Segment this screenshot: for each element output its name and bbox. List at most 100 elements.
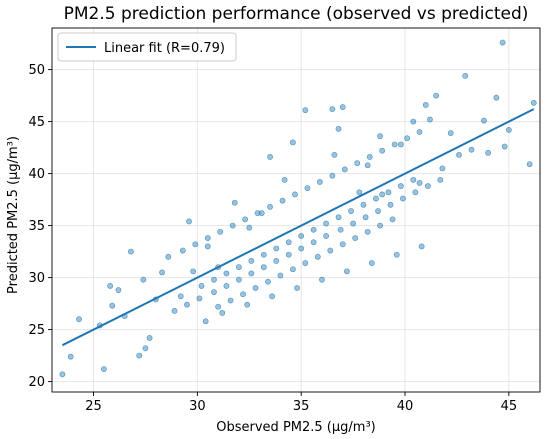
scatter-point xyxy=(352,235,359,241)
scatter-point xyxy=(128,248,134,255)
y-tick-label: 25 xyxy=(28,323,45,338)
scatter-point xyxy=(76,316,82,323)
scatter-point xyxy=(248,258,255,264)
scatter-point xyxy=(109,302,116,309)
y-axis-ticks: 20 25 30 35 40 45 50 xyxy=(28,63,52,390)
scatter-point xyxy=(142,345,149,352)
scatter-point xyxy=(339,241,346,248)
scatter-point xyxy=(339,104,346,110)
scatter-point xyxy=(323,220,330,227)
scatter-point xyxy=(204,243,211,250)
scatter-point xyxy=(316,179,323,185)
scatter-point xyxy=(277,272,284,279)
scatter-point xyxy=(389,216,396,223)
scatter-point xyxy=(219,310,226,316)
y-tick-label: 30 xyxy=(28,271,45,286)
scatter-point xyxy=(235,264,242,271)
scatter-point xyxy=(310,226,317,233)
scatter-point xyxy=(375,208,381,214)
scatter-point xyxy=(427,116,433,123)
scatter-point xyxy=(294,285,300,291)
scatter-point xyxy=(412,189,419,196)
scatter-point xyxy=(485,149,491,156)
scatter-point xyxy=(192,241,199,248)
scatter-point xyxy=(350,220,357,227)
scatter-point xyxy=(258,210,265,217)
scatter-point xyxy=(481,117,487,124)
scatter-point xyxy=(244,301,251,308)
scatter-point xyxy=(273,258,280,264)
scatter-point xyxy=(242,216,249,223)
scatter-point xyxy=(292,191,298,198)
scatter-point xyxy=(366,154,373,160)
scatter-point xyxy=(101,366,107,373)
scatter-point xyxy=(329,106,336,113)
scatter-point xyxy=(416,129,423,135)
scatter-point xyxy=(335,214,342,221)
scatter-point xyxy=(235,276,242,283)
scatter-point xyxy=(273,245,280,252)
scatter-point xyxy=(337,226,344,233)
scatter-point xyxy=(304,185,311,192)
scatter-point xyxy=(341,166,348,173)
scatter-point xyxy=(136,352,143,359)
scatter-point xyxy=(400,195,406,202)
scatter-point xyxy=(186,218,192,225)
scatter-point xyxy=(229,222,236,229)
x-tick-label: 45 xyxy=(501,399,518,414)
scatter-point xyxy=(298,233,305,239)
x-tick-label: 35 xyxy=(293,399,310,414)
scatter-point xyxy=(447,130,454,136)
scatter-point xyxy=(418,243,425,250)
scatter-point xyxy=(211,289,217,296)
scatter-point xyxy=(404,135,410,142)
scatter-point xyxy=(362,214,369,221)
scatter-points xyxy=(59,39,537,378)
scatter-point xyxy=(416,180,423,186)
scatter-point xyxy=(379,191,386,198)
y-axis-label: Predicted PM2.5 (µg/m³) xyxy=(6,136,21,294)
scatter-point xyxy=(373,195,379,202)
scatter-point xyxy=(314,253,321,260)
scatter-point xyxy=(246,224,253,231)
scatter-point xyxy=(385,189,392,196)
scatter-point xyxy=(433,92,440,99)
legend: Linear fit (R=0.79) xyxy=(57,32,237,62)
scatter-point xyxy=(204,235,211,241)
scatter-point xyxy=(331,151,338,158)
scatter-point xyxy=(298,245,305,252)
x-axis-ticks: 25 30 35 40 45 xyxy=(85,392,517,414)
scatter-point xyxy=(140,276,147,283)
scatter-point xyxy=(391,141,398,148)
x-tick-label: 30 xyxy=(189,399,206,414)
scatter-point xyxy=(377,133,384,140)
fit-line-group xyxy=(61,108,535,347)
y-tick-label: 20 xyxy=(28,375,45,390)
plot-frame xyxy=(51,27,541,393)
scatter-point xyxy=(422,102,429,108)
scatter-point xyxy=(165,253,172,260)
scatter-point xyxy=(198,283,205,289)
scatter-point xyxy=(179,247,186,254)
scatter-point xyxy=(267,203,273,210)
scatter-point xyxy=(329,172,336,179)
scatter-point xyxy=(302,107,309,114)
scatter-point xyxy=(493,94,500,101)
scatter-point xyxy=(437,176,444,183)
scatter-point xyxy=(231,199,238,206)
legend-box xyxy=(57,32,237,62)
scatter-point xyxy=(323,233,330,239)
scatter-point xyxy=(115,287,122,293)
scatter-point xyxy=(67,353,74,360)
scatter-point xyxy=(289,139,296,146)
scatter-point xyxy=(248,270,255,277)
scatter-point xyxy=(377,222,384,229)
scatter-point xyxy=(354,160,361,167)
scatter-point xyxy=(424,183,431,189)
legend-fit-label: Linear fit (R=0.79) xyxy=(104,41,225,56)
scatter-point xyxy=(223,283,230,289)
scatter-point xyxy=(215,303,222,310)
scatter-point xyxy=(410,118,417,125)
grid-lines xyxy=(52,28,540,392)
y-tick-label: 45 xyxy=(28,115,45,130)
